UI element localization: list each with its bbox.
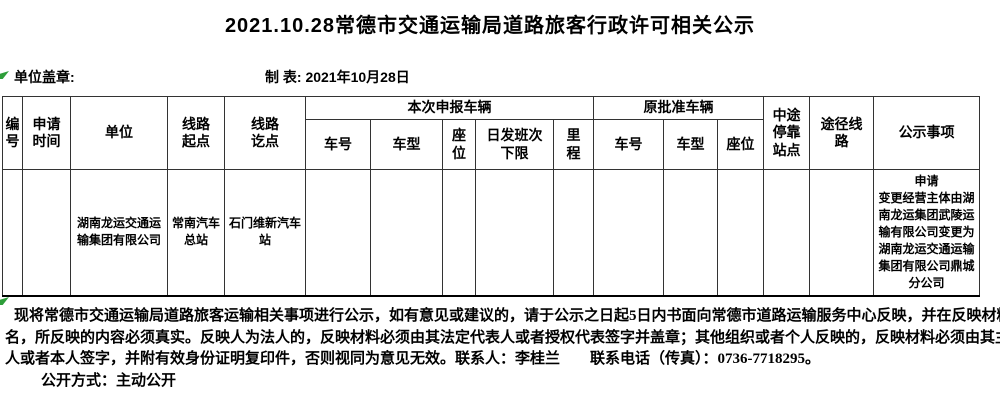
green-corner-mark-icon <box>0 71 9 79</box>
cell-vehicle-no <box>305 169 371 297</box>
col-header-orig-vehicle-type: 车型 <box>663 119 719 170</box>
notice-line: 现将常德市交通运输局道路旅客运输相关事项进行公示，如有意见或建议的，请于公示之日… <box>14 308 1000 324</box>
cell-route-start: 常南汽车总站 <box>167 169 225 297</box>
disclosure-method-line: 公开方式：主动公开 <box>41 372 177 389</box>
col-header-unit: 单位 <box>70 96 168 170</box>
col-header-orig-vehicle-no: 车号 <box>593 119 665 170</box>
table-header-row-1: 编 号 申请 时间 单位 线路 起点 线路 讫点 本次申报车辆 原批准车辆 中途… <box>2 96 981 170</box>
col-header-public-matters: 公示事项 <box>873 96 981 170</box>
col-header-orig-seats: 座位 <box>717 119 765 170</box>
notice-line: 人或者本人签字，并附有效身份证明复印件，否则视同为意见无效。联系人：李桂兰 联系… <box>5 351 821 367</box>
cell-vehicle-type <box>370 169 443 297</box>
col-header-via-route: 途径线 路 <box>809 96 875 170</box>
col-header-daily-departures-min: 日发班次 下限 <box>475 119 554 170</box>
cell-public-matters: 申请 变更经营主体由湖南龙运集团武陵运输有限公司变更为湖南龙运交通运输集团有限公… <box>873 169 981 297</box>
cell-via-route <box>809 169 875 297</box>
col-header-route-end: 线路 讫点 <box>224 96 306 170</box>
cell-seats <box>442 169 476 297</box>
notice-paragraph: 现将常德市交通运输局道路旅客运输相关事项进行公示，如有意见或建议的，请于公示之日… <box>5 306 1000 392</box>
col-header-mileage: 里 程 <box>552 119 595 170</box>
col-header-seats: 座 位 <box>442 119 476 170</box>
cell-daily-departures-min <box>475 169 554 297</box>
notice-line: 名，所反映的内容必须真实。反映人为法人的，反映材料必须由其法定代表人或者授权代表… <box>5 329 1000 346</box>
unit-seal-label: 单位盖章: <box>14 69 75 85</box>
cell-orig-vehicle-no <box>593 169 665 297</box>
cell-orig-seats <box>717 169 765 297</box>
prepared-date-label: 制 表: 2021年10月28日 <box>265 69 410 85</box>
col-header-route-start: 线路 起点 <box>167 96 225 170</box>
cell-unit: 湖南龙运交通运输集团有限公司 <box>70 169 168 297</box>
cell-apply-time <box>22 169 71 297</box>
col-header-midway-stops: 中途 停靠 站点 <box>763 96 811 170</box>
green-corner-mark-icon <box>0 297 9 305</box>
col-header-serial: 编 号 <box>2 96 23 170</box>
cell-orig-vehicle-type <box>663 169 719 297</box>
table-header-row-2: 车号 车型 座 位 日发班次 下限 里 程 车号 车型 座位 <box>3 119 980 170</box>
group-header-current-batch: 本次申报车辆 <box>304 96 595 120</box>
cell-route-end: 石门维新汽车站 <box>224 169 306 297</box>
group-header-original-approved: 原批准车辆 <box>593 96 765 120</box>
col-header-vehicle-type: 车型 <box>370 119 443 170</box>
cell-mileage <box>552 169 595 297</box>
page-title: 2021.10.28常德市交通运输局道路旅客行政许可相关公示 <box>224 15 756 37</box>
permit-table: 编 号 申请 时间 单位 线路 起点 线路 讫点 本次申报车辆 原批准车辆 中途… <box>2 96 981 297</box>
table-row: 湖南龙运交通运输集团有限公司 常南汽车总站 石门维新汽车站 申请 变更经营主体由… <box>2 169 981 297</box>
col-header-vehicle-no: 车号 <box>305 119 371 170</box>
cell-serial <box>2 169 23 297</box>
col-header-apply-time: 申请 时间 <box>22 96 71 170</box>
cell-midway-stops <box>763 169 811 297</box>
